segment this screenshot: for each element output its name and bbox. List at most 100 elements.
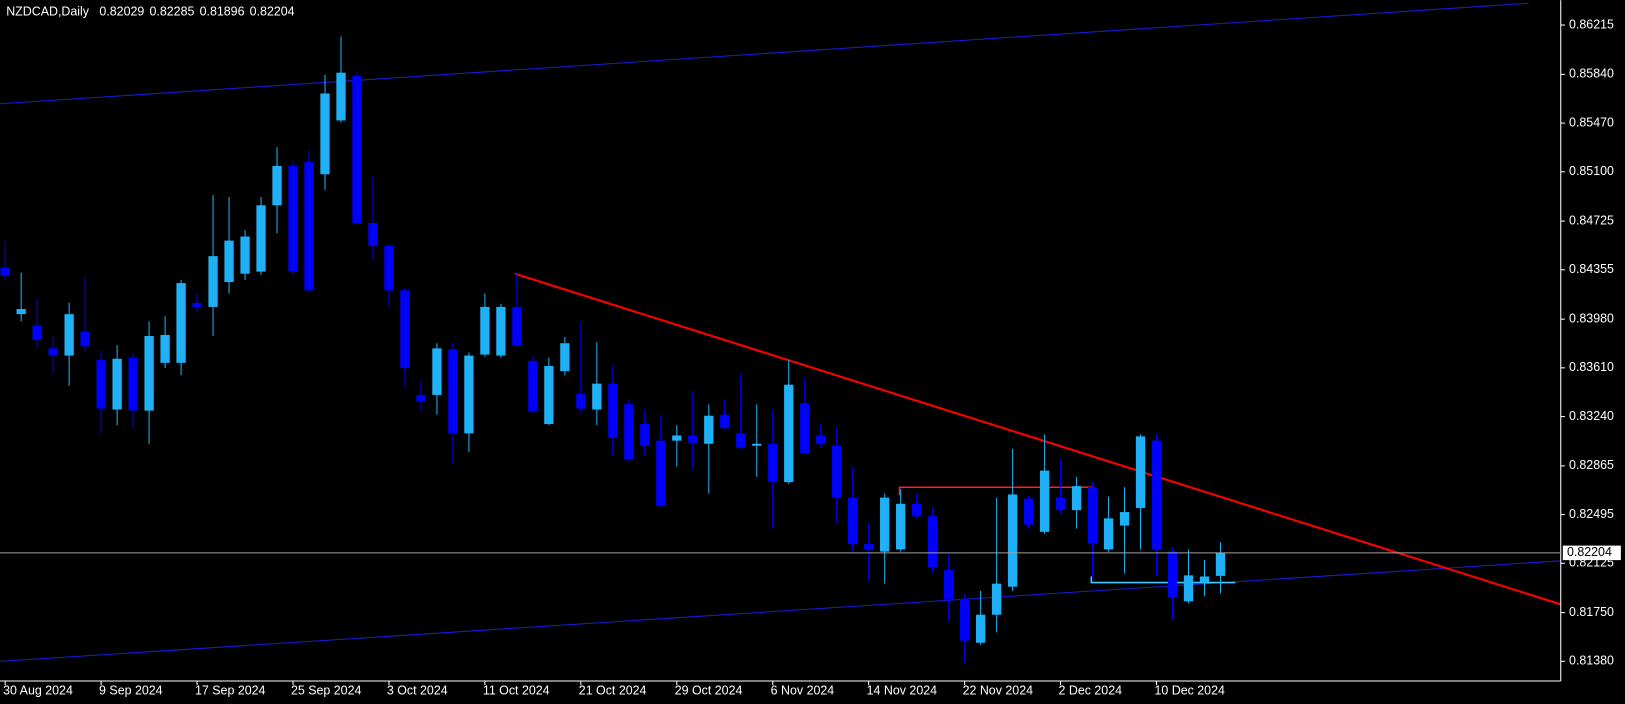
candle-body [144, 335, 154, 411]
candle-body [432, 348, 442, 395]
y-tick-label: 0.84725 [1569, 213, 1614, 227]
resistance-trendline [514, 272, 1562, 606]
candle-body [320, 93, 330, 175]
candle-body [1183, 575, 1194, 602]
candle-body [1103, 518, 1114, 550]
candle-body [864, 544, 874, 550]
candle-body [160, 334, 170, 363]
channel-upper-line [0, 2, 1529, 105]
candle-body [304, 161, 314, 291]
candle-body [32, 325, 42, 341]
candle-body [912, 503, 922, 517]
candle-body [64, 314, 74, 356]
candle-body [560, 343, 570, 372]
candle-body [1087, 487, 1098, 544]
candle-body [288, 165, 298, 272]
candle-body [608, 383, 618, 438]
candles [0, 36, 1226, 664]
candle-body [1039, 470, 1050, 532]
candle-body [1023, 498, 1034, 525]
candle-body [624, 404, 634, 460]
y-tick-label: 0.84355 [1569, 262, 1614, 276]
x-tick-label: 6 Nov 2024 [771, 684, 835, 698]
y-tick-label: 0.82495 [1569, 507, 1614, 521]
candle-body [0, 267, 10, 276]
candle-body [96, 359, 106, 409]
candle-body [1135, 436, 1146, 508]
candle-body [1007, 494, 1018, 587]
y-tick-label: 0.82865 [1569, 458, 1614, 472]
y-tick-label: 0.85100 [1569, 164, 1614, 178]
candle-body [368, 222, 378, 246]
candle-body [272, 165, 282, 206]
candle-body [464, 355, 474, 434]
candle-body [800, 403, 810, 453]
y-tick-label: 0.83610 [1569, 360, 1614, 374]
x-tick-label: 11 Oct 2024 [483, 684, 550, 698]
candle-body [784, 384, 794, 483]
candle-body [640, 424, 650, 446]
header-low: 0.81896 [200, 5, 245, 19]
candle-body [927, 516, 938, 568]
y-tick-label: 0.81750 [1569, 605, 1614, 619]
candle-body [1119, 512, 1130, 526]
candle-body [16, 309, 26, 315]
candle-body [416, 394, 426, 402]
chart-title: NZDCAD,Daily [6, 5, 90, 19]
candle-body [880, 497, 890, 552]
candle-body [496, 306, 506, 356]
candle-body [240, 236, 250, 274]
candle-body [752, 443, 762, 446]
candle-body [943, 570, 954, 600]
candle-body [336, 72, 346, 121]
candle-body [975, 614, 986, 643]
candle-body [1071, 486, 1082, 511]
candle-body [592, 383, 602, 410]
candle-body [816, 435, 826, 444]
candle-body [192, 302, 202, 307]
candle-body [384, 245, 394, 291]
candle-body [720, 414, 730, 429]
candle-body [1055, 497, 1066, 511]
candle-body [480, 306, 490, 355]
y-tick-label: 0.85470 [1569, 115, 1614, 129]
candle-body [704, 415, 714, 444]
candle-body [1151, 440, 1162, 550]
x-tick-label: 17 Sep 2024 [195, 684, 266, 698]
x-tick-label: 2 Dec 2024 [1059, 684, 1123, 698]
candle-body [528, 360, 538, 412]
x-tick-label: 14 Nov 2024 [867, 684, 938, 698]
candle-body [896, 503, 906, 550]
candle-body [48, 348, 58, 356]
candle-body [688, 435, 698, 443]
x-tick-label: 29 Oct 2024 [675, 684, 743, 698]
candle-body [352, 75, 362, 223]
candle-body [736, 433, 746, 448]
drawn-objects [0, 2, 1562, 662]
candle-body [1215, 552, 1226, 576]
candle-body [400, 290, 410, 369]
candle-body [128, 357, 138, 411]
y-tick-label: 0.83240 [1569, 409, 1614, 423]
header-high: 0.82285 [149, 5, 194, 19]
x-tick-label: 25 Sep 2024 [291, 684, 362, 698]
candle-body [1199, 576, 1210, 583]
candle-body [512, 306, 522, 346]
candle-body [991, 583, 1002, 615]
candle-body [576, 394, 586, 409]
candle-body [176, 283, 186, 363]
candle-body [768, 443, 778, 483]
header-open: 0.82029 [99, 5, 144, 19]
candle-body [112, 358, 122, 410]
candle-body [224, 240, 234, 283]
chart-header: NZDCAD,Daily 0.82029 0.82285 0.81896 0.82204 [6, 5, 294, 19]
candle-body [672, 435, 682, 441]
candle-body [256, 205, 266, 272]
price-label-box [1562, 545, 1621, 561]
candle-body [959, 599, 970, 641]
candle-body [1167, 551, 1178, 598]
y-tick-label: 0.85840 [1569, 67, 1614, 81]
candle-body [848, 497, 858, 545]
candle-body [208, 256, 218, 307]
